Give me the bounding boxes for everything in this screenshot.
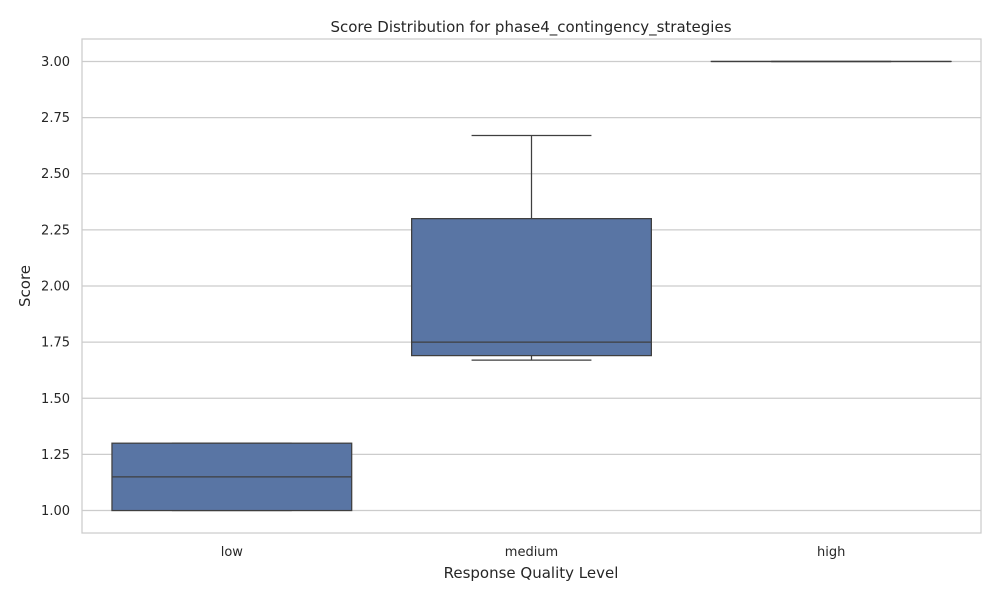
y-tick-label: 2.00 [41, 280, 70, 295]
y-tick-label: 2.75 [41, 111, 70, 126]
iqr-box [411, 218, 652, 357]
y-axis-title: Score [16, 265, 34, 307]
x-tick-label-low: low [221, 545, 244, 560]
box-low [111, 442, 353, 512]
y-tick-label: 2.25 [41, 223, 70, 238]
x-tick-labels: low medium high [221, 545, 846, 560]
plot-area-frame [81, 38, 982, 534]
boxes [111, 60, 952, 512]
y-tick-label: 1.50 [41, 392, 70, 407]
y-tick-labels: 1.00 1.25 1.50 1.75 2.00 2.25 2.50 2.75 3.00 [41, 55, 70, 519]
y-tick-label: 1.25 [41, 448, 70, 463]
x-axis-title: Response Quality Level [444, 564, 619, 582]
y-tick-label: 1.00 [41, 504, 70, 519]
y-tick-label: 1.75 [41, 336, 70, 351]
y-tick-label: 2.50 [41, 167, 70, 182]
x-tick-label-medium: medium [505, 545, 558, 560]
x-tick-label-high: high [817, 545, 845, 560]
box-medium [411, 134, 652, 361]
chart-title: Score Distribution for phase4_contingenc… [330, 18, 731, 37]
y-tick-label: 3.00 [41, 55, 70, 70]
